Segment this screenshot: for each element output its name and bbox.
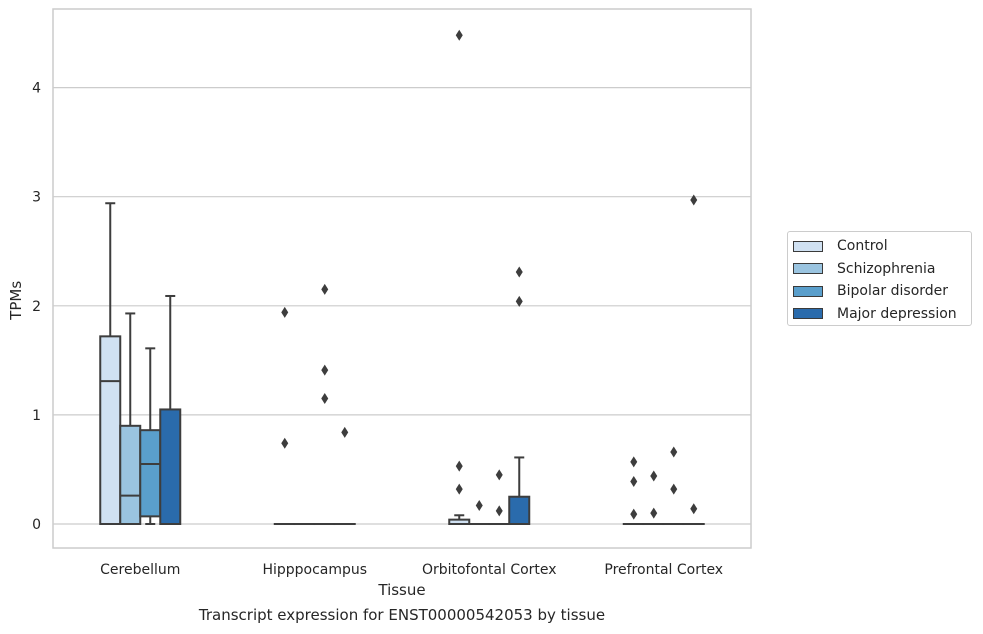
legend-swatch <box>793 240 823 252</box>
y-tick-label: 2 <box>32 299 41 315</box>
box <box>119 424 142 525</box>
y-axis-label: TPMs <box>7 281 25 321</box>
legend-swatch <box>793 263 823 274</box>
outlier-point <box>690 194 698 206</box>
plot-frame <box>52 8 752 549</box>
outlier-point <box>475 499 483 511</box>
x-axis-label: Tissue <box>377 581 425 599</box>
outlier-point <box>630 475 638 487</box>
outlier-point <box>455 460 463 472</box>
box <box>99 335 122 525</box>
chart-caption: Transcript expression for ENST0000054205… <box>198 606 606 624</box>
outlier-point <box>455 29 463 41</box>
box <box>139 429 162 518</box>
legend-swatch <box>793 308 823 319</box>
outlier-point <box>630 508 638 520</box>
legend-label: Bipolar disorder <box>837 283 949 299</box>
legend-label: Schizophrenia <box>837 260 936 277</box>
x-tick-label: Hipppocampus <box>262 562 367 578</box>
outlier-point <box>281 437 289 449</box>
outlier-point <box>670 483 678 495</box>
legend-label: Major depression <box>837 305 957 322</box>
y-tick-label: 4 <box>32 81 41 97</box>
box <box>508 495 531 526</box>
outlier-point <box>341 426 349 438</box>
legend: Control Schizophrenia Bipolar disorder Majo… <box>787 231 972 326</box>
y-tick-label: 0 <box>32 517 41 533</box>
outlier-point <box>650 470 658 482</box>
box <box>159 408 182 526</box>
legend-item: Major depression <box>793 304 957 324</box>
outlier-point <box>670 446 678 458</box>
outlier-point <box>281 306 289 318</box>
legend-item: Schizophrenia <box>793 259 935 279</box>
outlier-point <box>321 283 329 295</box>
outlier-point <box>650 507 658 519</box>
x-tick-label: Orbitofontal Cortex <box>422 562 557 578</box>
outlier-point <box>515 266 523 278</box>
y-tick-label: 3 <box>32 190 41 206</box>
outlier-point <box>321 393 329 405</box>
legend-swatch <box>793 285 823 297</box>
legend-label: Control <box>837 238 888 254</box>
outlier-point <box>630 456 638 468</box>
legend-item: Bipolar disorder <box>793 281 948 301</box>
outlier-point <box>515 295 523 307</box>
outlier-point <box>690 503 698 515</box>
outlier-point <box>495 505 503 517</box>
outlier-point <box>321 364 329 376</box>
legend-item: Control <box>793 236 888 256</box>
outlier-point <box>455 483 463 495</box>
x-tick-label: Cerebellum <box>100 562 180 578</box>
y-tick-label: 1 <box>32 408 41 424</box>
x-tick-label: Prefrontal Cortex <box>604 562 723 578</box>
outlier-point <box>495 469 503 481</box>
